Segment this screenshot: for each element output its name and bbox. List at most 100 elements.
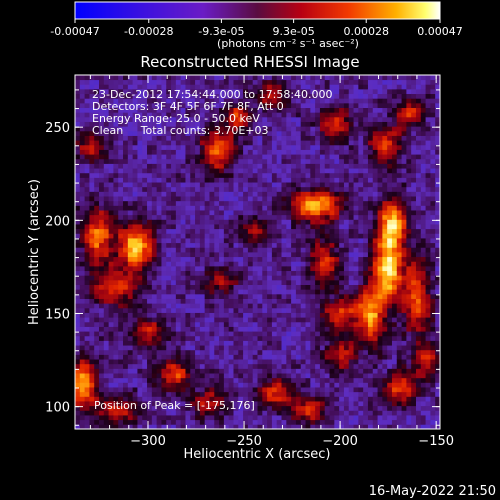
- colorbar-ticks: -0.00047 -0.00028 -9.3e-05 9.3e-05 0.00028 0.…: [50, 19, 463, 38]
- heatmap-cell: [132, 405, 138, 411]
- heatmap-cell: [166, 326, 172, 332]
- heatmap-cell: [185, 154, 191, 160]
- heatmap-cell: [271, 415, 278, 421]
- heatmap-cell: [223, 415, 230, 421]
- heatmap-cell: [305, 359, 311, 365]
- heatmap-cell: [161, 186, 167, 192]
- heatmap-cell: [348, 149, 354, 155]
- heatmap-cell: [190, 112, 196, 118]
- heatmap-cell: [291, 182, 297, 188]
- heatmap-cell: [267, 75, 273, 81]
- heatmap-cell: [195, 363, 201, 369]
- heatmap-cell: [262, 363, 268, 369]
- heatmap-cell: [75, 116, 81, 122]
- heatmap-cell: [276, 75, 282, 81]
- heatmap-cell: [204, 154, 210, 160]
- heatmap-cell: [228, 102, 234, 109]
- heatmap-cell: [372, 312, 378, 318]
- heatmap-cell: [291, 242, 297, 248]
- heatmap-cell: [353, 340, 359, 346]
- heatmap-cell: [295, 335, 302, 341]
- heatmap-cell: [310, 382, 316, 388]
- heatmap-cell: [276, 196, 282, 202]
- heatmap-cell: [300, 331, 306, 337]
- heatmap-cell: [209, 396, 215, 402]
- heatmap-cell: [382, 279, 388, 286]
- heatmap-cell: [219, 172, 225, 178]
- heatmap-cell: [334, 116, 340, 122]
- heatmap-cell: [291, 177, 297, 183]
- heatmap-cell: [372, 275, 378, 281]
- heatmap-cell: [329, 340, 335, 346]
- heatmap-cell: [233, 377, 239, 383]
- heatmap-cell: [305, 289, 311, 295]
- heatmap-cell: [123, 261, 129, 267]
- heatmap-cell: [151, 172, 158, 178]
- heatmap-cell: [257, 303, 263, 309]
- heatmap-cell: [319, 144, 326, 150]
- heatmap-cell: [319, 279, 326, 286]
- heatmap-cell: [300, 377, 306, 383]
- heatmap-cell: [171, 163, 177, 169]
- heatmap-cell: [348, 219, 354, 225]
- heatmap-cell: [161, 252, 167, 258]
- heatmap-cell: [195, 373, 201, 379]
- heatmap-cell: [219, 140, 225, 146]
- heatmap-cell: [329, 326, 335, 332]
- heatmap-cell: [295, 331, 302, 337]
- heatmap-cell: [372, 410, 378, 416]
- heatmap-cell: [339, 177, 345, 183]
- heatmap-cell: [334, 368, 340, 374]
- heatmap-cell: [214, 112, 220, 118]
- heatmap-cell: [132, 238, 138, 244]
- heatmap-cell: [175, 196, 182, 202]
- heatmap-cell: [315, 293, 321, 299]
- heatmap-cell: [175, 303, 182, 309]
- heatmap-cell: [353, 242, 359, 248]
- heatmap-cell: [295, 158, 302, 164]
- heatmap-cell: [262, 140, 268, 146]
- heatmap-cell: [257, 191, 263, 197]
- heatmap-cell: [315, 172, 321, 178]
- heatmap-cell: [156, 158, 162, 164]
- heatmap-cell: [89, 345, 95, 351]
- heatmap-cell: [353, 373, 359, 379]
- heatmap-cell: [180, 191, 186, 197]
- heatmap-cell: [305, 242, 311, 248]
- heatmap-cell: [382, 130, 388, 136]
- heatmap-cell: [209, 177, 215, 183]
- heatmap-cell: [286, 289, 292, 295]
- heatmap-cell: [209, 107, 215, 113]
- heatmap-cell: [315, 252, 321, 258]
- heatmap-cell: [94, 275, 100, 281]
- heatmap-cell: [219, 205, 225, 211]
- heatmap-cell: [118, 163, 124, 169]
- heatmap-cell: [319, 93, 326, 99]
- heatmap-cell: [84, 116, 90, 122]
- heatmap-cell: [190, 130, 196, 136]
- heatmap-cell: [276, 168, 282, 174]
- heatmap-cell: [377, 121, 383, 127]
- heatmap-cell: [199, 98, 206, 104]
- heatmap-cell: [363, 75, 369, 81]
- heatmap-cell: [310, 405, 316, 411]
- heatmap-cell: [214, 424, 220, 429]
- heatmap-cell: [377, 326, 383, 332]
- heatmap-cell: [89, 214, 95, 220]
- heatmap-cell: [103, 265, 110, 272]
- heatmap-cell: [252, 307, 258, 313]
- heatmap-cell: [310, 126, 316, 132]
- heatmap-cell: [137, 75, 143, 81]
- heatmap-cell: [161, 149, 167, 155]
- heatmap-cell: [343, 224, 350, 230]
- heatmap-cell: [204, 363, 210, 369]
- heatmap-cell: [79, 186, 85, 192]
- heatmap-cell: [103, 252, 110, 258]
- heatmap-cell: [262, 261, 268, 267]
- heatmap-cell: [358, 172, 364, 178]
- heatmap-cell: [382, 284, 388, 290]
- heatmap-cell: [262, 321, 268, 327]
- heatmap-cell: [161, 401, 167, 407]
- heatmap-cell: [123, 312, 129, 318]
- heatmap-cell: [358, 224, 364, 230]
